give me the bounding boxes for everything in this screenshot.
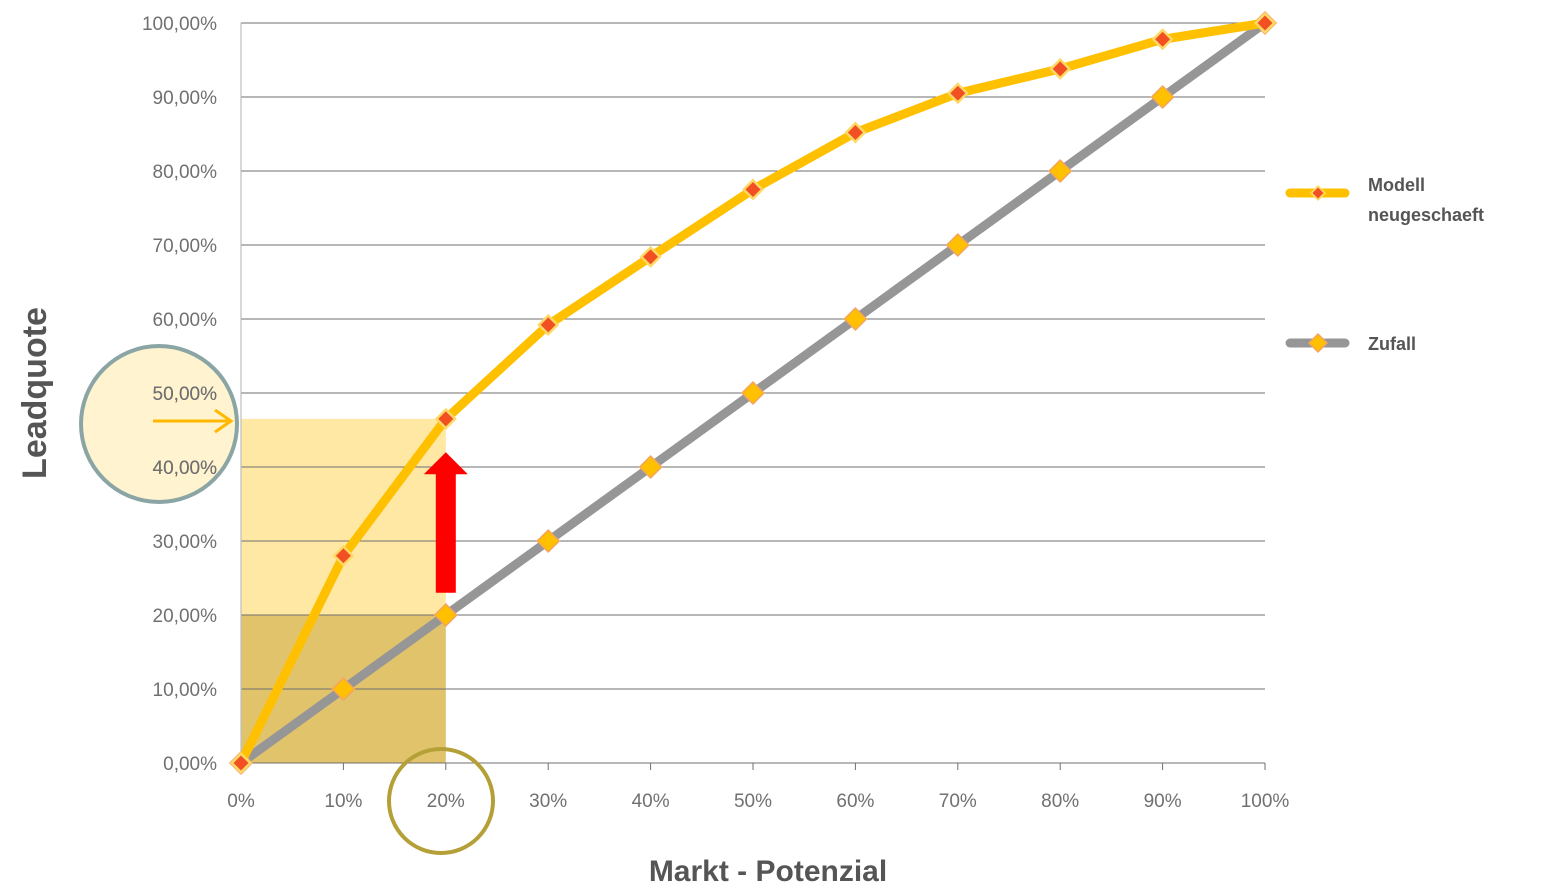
annotation-layer: 40,00% 50,00% bbox=[79, 344, 495, 855]
y-tick-label: 90,00% bbox=[153, 88, 218, 109]
legend-marker bbox=[1312, 187, 1324, 199]
data-point bbox=[945, 232, 970, 258]
legend-label: Modell bbox=[1368, 175, 1425, 195]
data-point bbox=[643, 249, 659, 265]
data-point bbox=[331, 676, 356, 702]
y-tick-label: 50,00% bbox=[153, 384, 218, 405]
data-point bbox=[1150, 84, 1175, 110]
y-tick-label: 0,00% bbox=[163, 754, 217, 775]
y-tick-label: 30,00% bbox=[153, 532, 218, 553]
legend: Modell neugeschaeft Zufall bbox=[1285, 175, 1484, 354]
data-point bbox=[335, 548, 351, 564]
data-point bbox=[1257, 15, 1273, 31]
y-value-circle bbox=[79, 344, 239, 504]
data-point bbox=[847, 125, 863, 141]
y-tick-label: 20,00% bbox=[153, 606, 218, 627]
legend-marker bbox=[1307, 332, 1329, 354]
x-tick-label: 50% bbox=[734, 791, 772, 812]
x-tick-label: 0% bbox=[227, 791, 255, 812]
highlight-layer bbox=[241, 418, 446, 763]
x-tick-label: 20% bbox=[427, 791, 465, 812]
data-point bbox=[1155, 31, 1171, 47]
legend-label: Zufall bbox=[1368, 334, 1416, 354]
data-point bbox=[638, 454, 663, 480]
x-tick-label: 100% bbox=[1241, 791, 1290, 812]
x-tick-label: 80% bbox=[1041, 791, 1079, 812]
y-tick-label: 10,00% bbox=[153, 680, 218, 701]
y-axis-title: Leadquote bbox=[16, 307, 54, 479]
x-tick-label: 60% bbox=[836, 791, 874, 812]
x-axis-title: Markt - Potenzial bbox=[649, 855, 887, 888]
x-tick-label: 40% bbox=[632, 791, 670, 812]
y-tick-label-overlay: 50,00% bbox=[153, 384, 218, 405]
data-point bbox=[438, 411, 454, 427]
data-point bbox=[843, 306, 868, 332]
data-point bbox=[1048, 158, 1073, 184]
data-point bbox=[233, 755, 249, 771]
x-tick-label: 30% bbox=[529, 791, 567, 812]
x-tick-label: 90% bbox=[1144, 791, 1182, 812]
y-tick-label: 40,00% bbox=[153, 458, 218, 479]
data-point bbox=[950, 85, 966, 101]
x-tick-label: 70% bbox=[939, 791, 977, 812]
data-point bbox=[1052, 61, 1068, 77]
y-tick-label: 80,00% bbox=[153, 162, 218, 183]
data-point bbox=[540, 317, 556, 333]
data-point bbox=[433, 602, 458, 628]
data-point bbox=[740, 380, 766, 406]
tick-labels: 0,00% 10,00% 20,00% 30,00% 40,00% 50,00% 60,00… bbox=[142, 14, 1289, 812]
y-tick-label: 100,00% bbox=[142, 14, 217, 35]
x-value-circle bbox=[387, 747, 495, 855]
series-layer bbox=[228, 10, 1278, 776]
data-point bbox=[745, 182, 761, 197]
red-arrow bbox=[423, 452, 468, 593]
y-pointer-arrow-head bbox=[214, 408, 234, 434]
x-tick-label: 10% bbox=[324, 791, 362, 812]
y-tick-label: 70,00% bbox=[153, 236, 218, 257]
y-tick-label: 60,00% bbox=[153, 310, 218, 331]
y-tick-label-overlay: 40,00% bbox=[153, 458, 218, 479]
legend-label: neugeschaeft bbox=[1368, 205, 1484, 225]
data-point bbox=[536, 528, 561, 554]
